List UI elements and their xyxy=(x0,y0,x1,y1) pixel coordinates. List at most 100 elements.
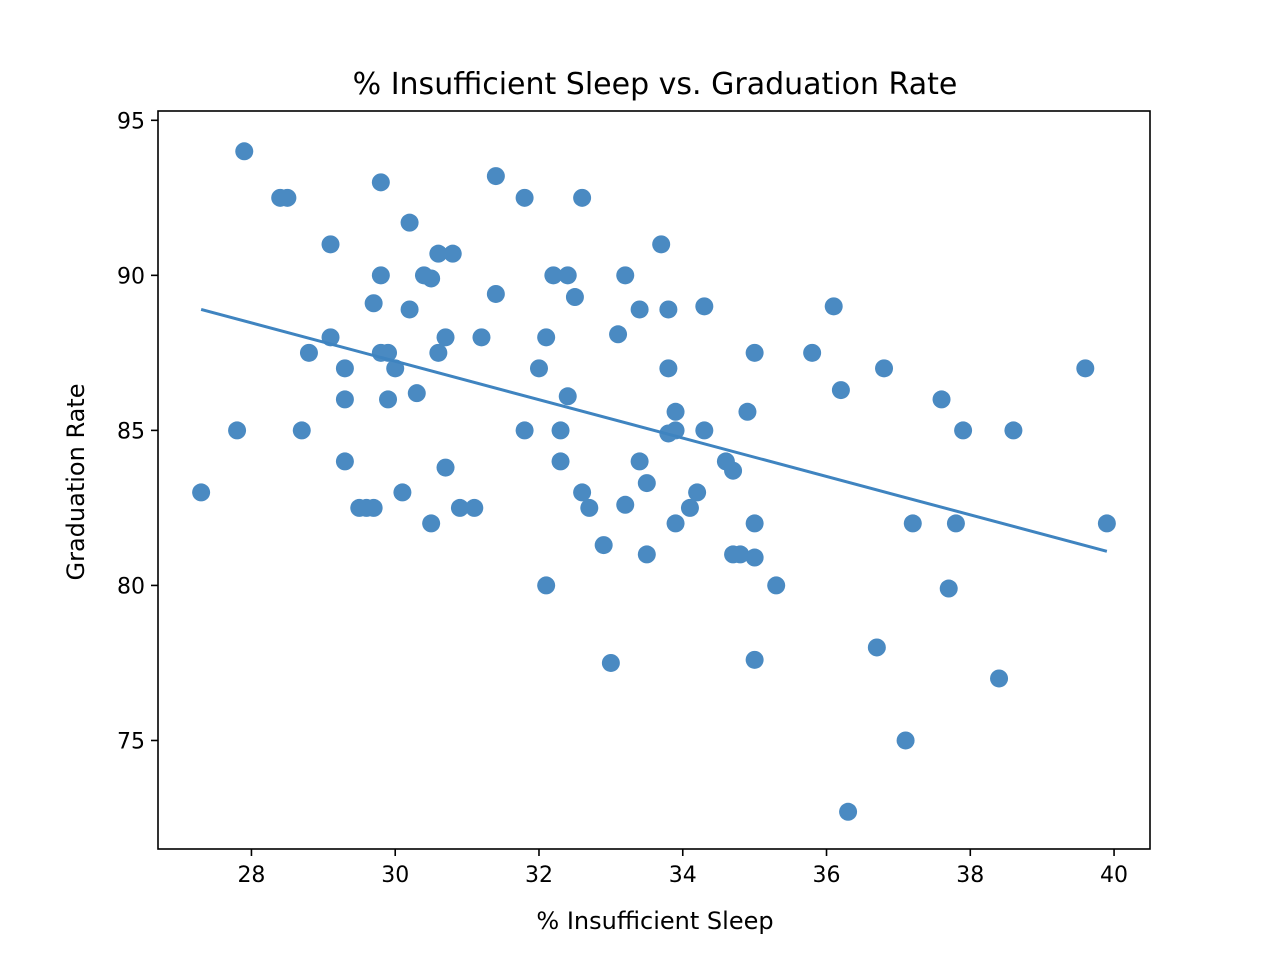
data-point xyxy=(990,669,1009,688)
data-point xyxy=(946,514,965,533)
data-point xyxy=(688,483,707,502)
y-tick-label: 80 xyxy=(117,574,145,599)
data-point xyxy=(429,343,448,362)
data-point xyxy=(630,300,649,319)
x-tick-label: 32 xyxy=(525,863,553,888)
data-point xyxy=(594,536,613,555)
data-point xyxy=(321,235,340,254)
data-point xyxy=(551,421,570,440)
data-point xyxy=(695,297,714,316)
data-point xyxy=(738,402,757,421)
data-point xyxy=(745,343,764,362)
data-point xyxy=(192,483,211,502)
data-point xyxy=(400,300,419,319)
data-point xyxy=(429,244,448,263)
data-point xyxy=(371,266,390,285)
data-point xyxy=(580,498,599,517)
data-point xyxy=(364,294,383,313)
data-point xyxy=(299,343,318,362)
data-point xyxy=(767,576,786,595)
chart-title: % Insufficient Sleep vs. Graduation Rate xyxy=(353,67,958,102)
data-point xyxy=(529,359,548,378)
x-tick-label: 38 xyxy=(956,863,984,888)
x-tick-label: 28 xyxy=(237,863,265,888)
data-point xyxy=(335,359,354,378)
data-point xyxy=(875,359,894,378)
data-point xyxy=(292,421,311,440)
data-point xyxy=(371,173,390,192)
data-point xyxy=(824,297,843,316)
data-point xyxy=(364,498,383,517)
points-layer xyxy=(192,142,1116,821)
data-point xyxy=(803,343,822,362)
data-point xyxy=(537,576,556,595)
data-point xyxy=(637,545,656,564)
x-axis-ticks: 28 30 32 34 36 38 40 xyxy=(237,849,1128,888)
data-point xyxy=(573,483,592,502)
data-point xyxy=(1097,514,1116,533)
data-point xyxy=(515,421,534,440)
data-point xyxy=(436,328,455,347)
data-point xyxy=(652,235,671,254)
data-point xyxy=(551,452,570,471)
x-axis-label: % Insufficient Sleep xyxy=(536,907,773,935)
data-point xyxy=(515,188,534,207)
data-point xyxy=(745,650,764,669)
data-point xyxy=(630,452,649,471)
y-axis-ticks: 75 80 85 90 95 xyxy=(117,109,158,754)
data-point xyxy=(659,359,678,378)
y-axis-label: Graduation Rate xyxy=(62,384,90,581)
data-point xyxy=(228,421,247,440)
data-point xyxy=(558,266,577,285)
data-point xyxy=(601,653,620,672)
data-point xyxy=(666,402,685,421)
data-point xyxy=(465,498,484,517)
data-point xyxy=(724,461,743,480)
trendline xyxy=(200,308,1108,553)
x-tick-label: 34 xyxy=(669,863,697,888)
y-tick-label: 95 xyxy=(117,109,145,134)
x-tick-label: 40 xyxy=(1100,863,1128,888)
data-point xyxy=(407,384,426,403)
data-point xyxy=(486,284,505,303)
data-point xyxy=(839,802,858,821)
data-point xyxy=(335,452,354,471)
y-tick-label: 85 xyxy=(117,419,145,444)
data-point xyxy=(932,390,951,409)
x-tick-label: 30 xyxy=(381,863,409,888)
data-point xyxy=(666,514,685,533)
data-point xyxy=(544,266,563,285)
data-point xyxy=(443,244,462,263)
data-point xyxy=(278,188,297,207)
data-point xyxy=(659,300,678,319)
data-point xyxy=(573,188,592,207)
data-point xyxy=(680,498,699,517)
trendline-layer xyxy=(200,308,1108,553)
data-point xyxy=(637,474,656,493)
data-point xyxy=(867,638,886,657)
data-point xyxy=(731,545,750,564)
data-point xyxy=(400,213,419,232)
x-tick-label: 36 xyxy=(813,863,841,888)
data-point xyxy=(450,498,469,517)
data-point xyxy=(745,514,764,533)
data-point xyxy=(565,288,584,307)
data-point xyxy=(422,514,441,533)
data-point xyxy=(1004,421,1023,440)
data-point xyxy=(695,421,714,440)
data-point xyxy=(436,458,455,477)
data-point xyxy=(896,731,915,750)
data-point xyxy=(472,328,491,347)
data-point xyxy=(954,421,973,440)
data-point xyxy=(379,390,398,409)
data-point xyxy=(1076,359,1095,378)
data-point xyxy=(831,381,850,400)
data-point xyxy=(616,495,635,514)
data-point xyxy=(393,483,412,502)
data-point xyxy=(903,514,922,533)
data-point xyxy=(616,266,635,285)
data-point xyxy=(335,390,354,409)
